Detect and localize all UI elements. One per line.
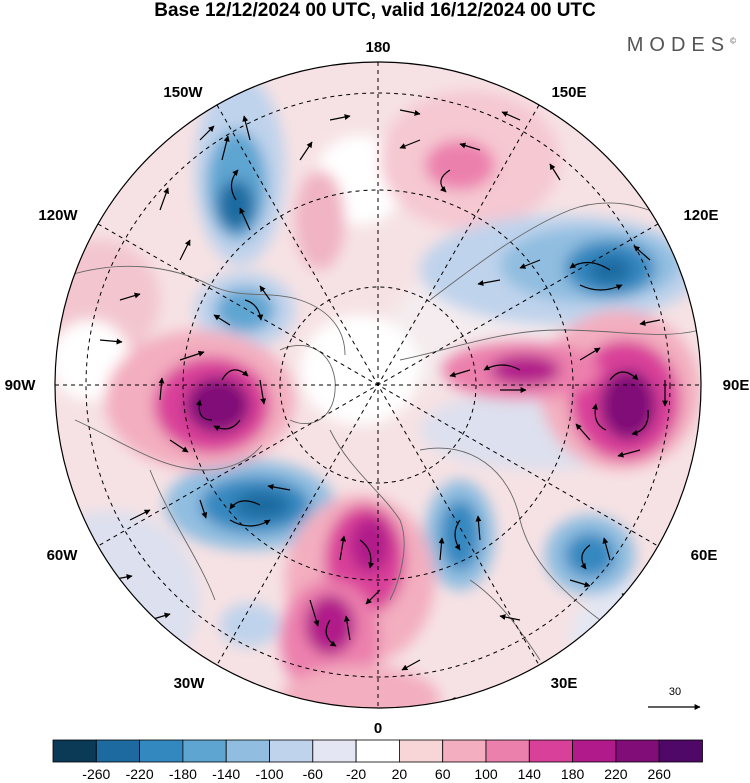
lon-label-30w: 30W	[174, 675, 206, 692]
colorbar-tick-label: 140	[518, 766, 542, 782]
colorbar-tick-label: 60	[435, 766, 451, 782]
colorbar-tick-label: -180	[169, 766, 197, 782]
colorbar-swatch	[528, 739, 573, 763]
lon-label-150w: 150W	[163, 84, 203, 101]
colorbar-tick-label: -60	[303, 766, 323, 782]
colorbar-swatch	[485, 739, 530, 763]
colorbar-swatch	[572, 739, 617, 763]
lon-label-180: 180	[365, 39, 390, 56]
colorbar: -260 -220 -180 -140 -100 -60 -20 20 60 100 140 180 2…	[52, 739, 703, 782]
colorbar-tick-label: -140	[212, 766, 240, 782]
map-title: Base 12/12/2024 00 UTC, valid 16/12/2024…	[154, 0, 596, 21]
lon-label-30e: 30E	[551, 675, 578, 692]
lon-label-0: 0	[374, 720, 382, 737]
modes-logo: MODES©	[627, 34, 736, 57]
colorbar-swatch	[442, 739, 487, 763]
colorbar-swatch	[355, 739, 400, 763]
colorbar-swatch	[182, 739, 227, 763]
coastlines	[69, 202, 701, 661]
anomaly-field	[55, 62, 701, 708]
colorbar-swatch	[225, 739, 270, 763]
lon-label-60e: 60E	[691, 547, 718, 564]
colorbar-swatch	[52, 739, 97, 763]
colorbar-tick-label: 180	[561, 766, 585, 782]
colorbar-swatch	[658, 739, 703, 763]
lon-label-90w: 90W	[5, 377, 37, 394]
lon-label-90e: 90E	[723, 377, 750, 394]
colorbar-tick-label: 100	[474, 766, 498, 782]
colorbar-swatch	[312, 739, 357, 763]
brand-name: MODES	[626, 34, 731, 56]
colorbar-swatch	[269, 739, 314, 763]
colorbar-swatch	[615, 739, 660, 763]
lon-label-120w: 120W	[38, 207, 78, 224]
colorbar-tick-label: -220	[126, 766, 154, 782]
lon-label-120e: 120E	[683, 207, 718, 224]
colorbar-swatch	[95, 739, 141, 763]
colorbar-tick-label: 20	[392, 766, 408, 782]
colorbar-tick-label: 220	[604, 766, 628, 782]
lon-label-60w: 60W	[47, 547, 79, 564]
brand-mark: ©	[730, 36, 736, 46]
colorbar-tick-label: 260	[648, 766, 672, 782]
reference-vector-label: 30	[669, 686, 681, 698]
colorbar-tick-label: -260	[82, 766, 110, 782]
colorbar-tick-label: -20	[346, 766, 366, 782]
graticule	[55, 62, 701, 708]
colorbar-tick-label: -100	[255, 766, 283, 782]
lon-label-150e: 150E	[551, 84, 586, 101]
colorbar-swatch	[398, 739, 444, 763]
colorbar-swatch	[139, 739, 184, 763]
map-boundary	[54, 61, 702, 709]
